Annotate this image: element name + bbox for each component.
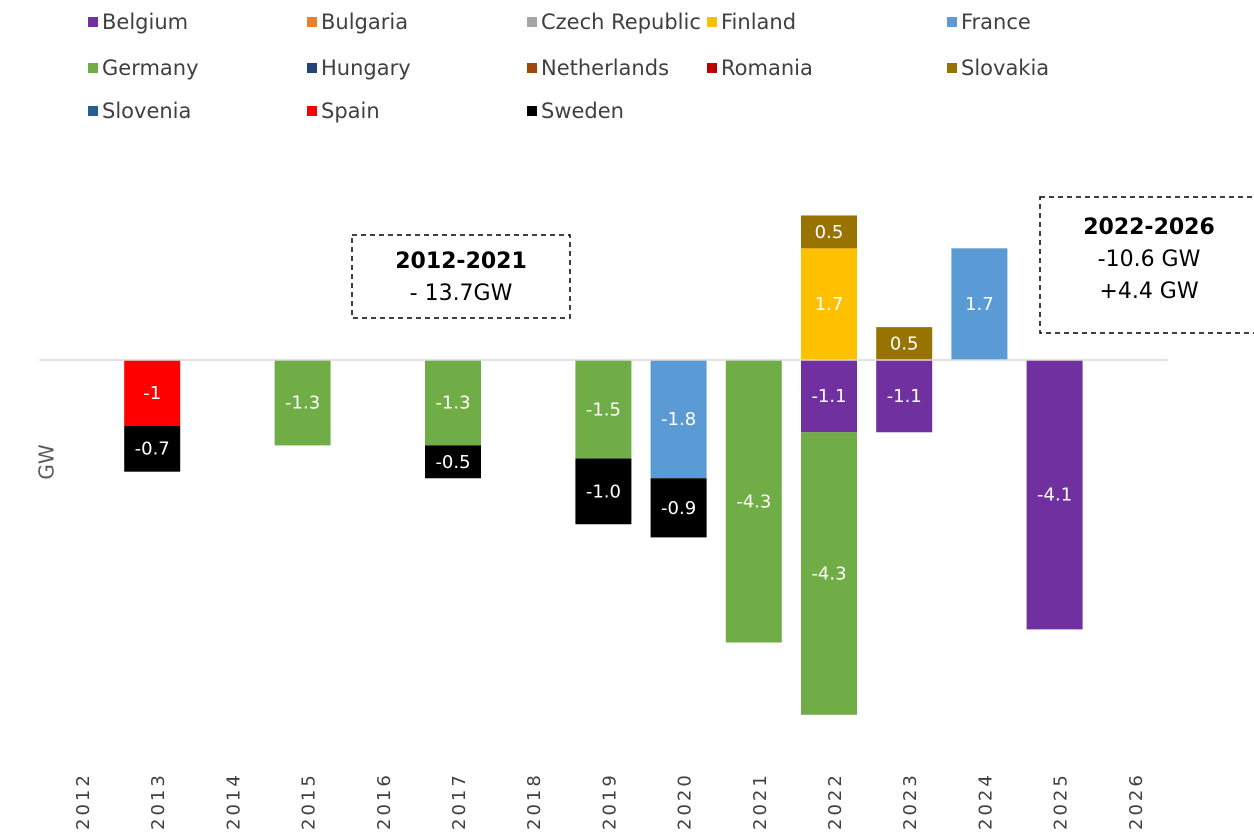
y-axis-label: GW — [35, 444, 59, 479]
annotation-text: -10.6 GW — [1098, 247, 1201, 272]
x-tick-label: 2018 — [524, 772, 545, 830]
bar-segment — [575, 458, 632, 525]
bar-segment — [650, 478, 707, 538]
legend-label: France — [961, 10, 1031, 34]
bar-segment — [274, 360, 331, 446]
x-tick-label: 2022 — [825, 772, 846, 830]
data-label: -1.1 — [887, 386, 922, 407]
bar-segment — [801, 432, 857, 715]
bar-segment — [650, 360, 707, 479]
x-tick-label: 2019 — [599, 772, 620, 830]
annotation-box — [1039, 196, 1254, 334]
x-tick-label: 2020 — [675, 772, 696, 830]
bar-segment — [425, 445, 481, 479]
legend-label: Czech Republic — [541, 10, 701, 34]
legend-swatch — [88, 106, 98, 116]
data-label: -1.3 — [435, 393, 470, 414]
x-tick-label: 2024 — [975, 772, 996, 830]
legend-label: Slovenia — [102, 99, 191, 123]
annotation-text: - 13.7GW — [410, 281, 513, 306]
bar-segment — [575, 360, 632, 459]
bar-segment — [876, 360, 933, 433]
x-tick-label: 2017 — [449, 772, 470, 830]
bar-segment — [725, 360, 782, 643]
x-tick-label: 2016 — [374, 772, 395, 830]
legend-swatch — [307, 17, 317, 27]
annotation-box — [351, 234, 571, 319]
bar-segment — [124, 360, 181, 426]
annotation-title: 2022-2026 — [1083, 215, 1215, 240]
data-label: -1.8 — [661, 409, 696, 430]
bar-segment — [425, 360, 481, 446]
legend-swatch — [527, 63, 537, 73]
legend-swatch — [947, 63, 957, 73]
data-label: -0.9 — [661, 498, 696, 519]
legend-label: Germany — [102, 56, 199, 80]
legend-swatch — [307, 106, 317, 116]
data-label: -1 — [143, 383, 161, 404]
bar-segment — [801, 360, 857, 433]
legend-label: Belgium — [102, 10, 188, 34]
legend-swatch — [527, 106, 537, 116]
x-tick-label: 2025 — [1051, 772, 1072, 830]
bar-segment — [801, 248, 857, 360]
data-label: 0.5 — [890, 334, 919, 355]
data-label: 1.7 — [815, 294, 844, 315]
data-label: 0.5 — [815, 222, 844, 243]
legend-label: Slovakia — [961, 56, 1049, 80]
x-tick-label: 2015 — [299, 772, 320, 830]
bar-segment — [951, 248, 1008, 360]
data-label: -1.5 — [586, 399, 621, 420]
legend-swatch — [88, 17, 98, 27]
data-label: -1.0 — [586, 481, 621, 502]
data-label: -1.3 — [285, 393, 320, 414]
bar-segment — [124, 425, 181, 472]
x-tick-label: 2014 — [223, 772, 244, 830]
legend-label: Spain — [321, 99, 380, 123]
bar-segment — [1026, 360, 1083, 630]
x-tick-label: 2023 — [900, 772, 921, 830]
legend-swatch — [307, 63, 317, 73]
data-label: -4.3 — [811, 564, 846, 585]
annotation-text: +4.4 GW — [1099, 279, 1198, 304]
legend-label: Romania — [721, 56, 813, 80]
data-label: -0.7 — [135, 439, 170, 460]
legend-label: Netherlands — [541, 56, 669, 80]
data-label: -0.5 — [435, 452, 470, 473]
legend-label: Hungary — [321, 56, 411, 80]
legend-swatch — [707, 17, 717, 27]
legend-swatch — [707, 63, 717, 73]
data-label: 1.7 — [965, 294, 994, 315]
bar-segment — [801, 215, 857, 249]
x-tick-label: 2013 — [148, 772, 169, 830]
x-tick-label: 2021 — [750, 772, 771, 830]
bar-segment — [876, 327, 933, 360]
x-tick-label: 2012 — [73, 772, 94, 830]
data-label: -4.3 — [736, 491, 771, 512]
legend-swatch — [947, 17, 957, 27]
legend-label: Finland — [721, 10, 796, 34]
legend-swatch — [88, 63, 98, 73]
data-label: -4.1 — [1037, 485, 1072, 506]
legend-label: Bulgaria — [321, 10, 408, 34]
x-tick-label: 2026 — [1126, 772, 1147, 830]
legend-label: Sweden — [541, 99, 624, 123]
data-label: -1.1 — [811, 386, 846, 407]
annotation-title: 2012-2021 — [395, 249, 527, 274]
legend-swatch — [527, 17, 537, 27]
